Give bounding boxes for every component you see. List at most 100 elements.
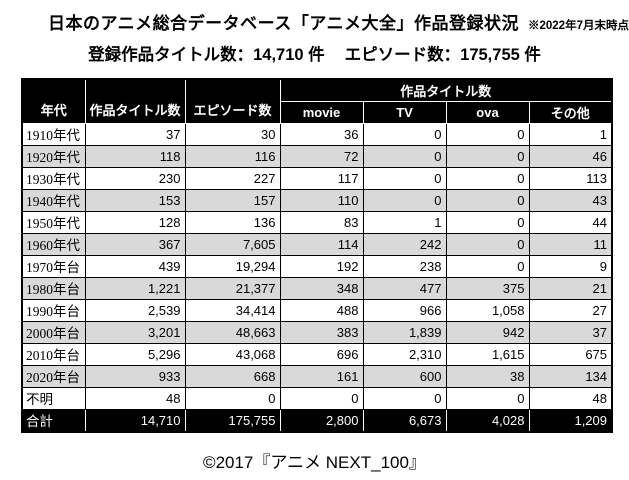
value-cell: 675 <box>528 342 613 366</box>
title-note: ※2022年7月末時点 <box>527 20 629 32</box>
era-cell: 不明 <box>21 386 86 410</box>
value-cell: 367 <box>84 232 186 256</box>
total-tv: 6,673 <box>362 408 447 433</box>
value-cell: 48 <box>84 386 186 410</box>
value-cell: 1 <box>362 210 447 234</box>
value-cell: 375 <box>445 276 530 300</box>
value-cell: 0 <box>445 386 530 410</box>
era-cell: 2020年台 <box>21 364 86 388</box>
value-cell: 192 <box>279 254 364 278</box>
value-cell: 83 <box>279 210 364 234</box>
value-cell: 46 <box>528 144 613 168</box>
value-cell: 114 <box>279 232 364 256</box>
value-cell: 27 <box>528 298 613 322</box>
era-cell: 1940年代 <box>21 188 86 212</box>
value-cell: 0 <box>362 188 447 212</box>
value-cell: 0 <box>362 386 447 410</box>
value-cell: 488 <box>279 298 364 322</box>
total-ova: 4,028 <box>445 408 530 433</box>
value-cell: 0 <box>362 166 447 190</box>
table-row: 1910年代 37 30 36 0 0 1 <box>21 122 613 146</box>
value-cell: 230 <box>84 166 186 190</box>
era-cell: 1920年代 <box>21 144 86 168</box>
value-cell: 0 <box>445 188 530 212</box>
header-era: 年代 <box>21 78 86 124</box>
footer-credit: ©2017『アニメ NEXT_100』 <box>203 453 426 472</box>
table-row: 2000年台 3,201 48,663 383 1,839 942 37 <box>21 320 613 344</box>
header-ova: ova <box>445 100 530 124</box>
table-row: 1920年代 118 116 72 0 0 46 <box>21 144 613 168</box>
era-cell: 1990年台 <box>21 298 86 322</box>
value-cell: 0 <box>279 386 364 410</box>
value-cell: 43 <box>528 188 613 212</box>
value-cell: 0 <box>445 144 530 168</box>
table-row: 1980年台 1,221 21,377 348 477 375 21 <box>21 276 613 300</box>
total-row: 合計 14,710 175,755 2,800 6,673 4,028 1,20… <box>21 408 613 433</box>
table-row: 1960年代 367 7,605 114 242 0 11 <box>21 232 613 256</box>
header-episode-count: エピソード数 <box>184 78 281 124</box>
value-cell: 0 <box>445 166 530 190</box>
header-other: その他 <box>528 100 613 124</box>
value-cell: 0 <box>362 144 447 168</box>
value-cell: 34,414 <box>184 298 281 322</box>
value-cell: 0 <box>184 386 281 410</box>
value-cell: 21 <box>528 276 613 300</box>
value-cell: 348 <box>279 276 364 300</box>
value-cell: 942 <box>445 320 530 344</box>
value-cell: 153 <box>84 188 186 212</box>
header-title-count: 作品タイトル数 <box>84 78 186 124</box>
total-title-count: 14,710 <box>84 408 186 433</box>
value-cell: 933 <box>84 364 186 388</box>
value-cell: 696 <box>279 342 364 366</box>
value-cell: 48,663 <box>184 320 281 344</box>
value-cell: 0 <box>445 254 530 278</box>
value-cell: 242 <box>362 232 447 256</box>
value-cell: 1,058 <box>445 298 530 322</box>
stats-table: 年代 作品タイトル数 エピソード数 作品タイトル数 movie TV ova そ… <box>21 78 614 433</box>
value-cell: 36 <box>279 122 364 146</box>
value-cell: 383 <box>279 320 364 344</box>
table-body: 1910年代 37 30 36 0 0 1 1920年代 118 116 72 0 0 46 1930年代 2… <box>21 122 613 410</box>
total-movie: 2,800 <box>279 408 364 433</box>
value-cell: 0 <box>362 122 447 146</box>
value-cell: 1,839 <box>362 320 447 344</box>
value-cell: 668 <box>184 364 281 388</box>
table-row: 1970年台 439 19,294 192 238 0 9 <box>21 254 613 278</box>
value-cell: 72 <box>279 144 364 168</box>
value-cell: 110 <box>279 188 364 212</box>
value-cell: 227 <box>184 166 281 190</box>
era-cell: 2000年台 <box>21 320 86 344</box>
value-cell: 113 <box>528 166 613 190</box>
value-cell: 43,068 <box>184 342 281 366</box>
table-row: 不明 48 0 0 0 0 48 <box>21 386 613 410</box>
table-row: 1940年代 153 157 110 0 0 43 <box>21 188 613 212</box>
table-row: 2020年台 933 668 161 600 38 134 <box>21 364 613 388</box>
value-cell: 600 <box>362 364 447 388</box>
value-cell: 161 <box>279 364 364 388</box>
value-cell: 3,201 <box>84 320 186 344</box>
subtitle-title-count: 登録作品タイトル数：14,710 件 <box>88 46 325 64</box>
era-cell: 1960年代 <box>21 232 86 256</box>
value-cell: 2,310 <box>362 342 447 366</box>
value-cell: 238 <box>362 254 447 278</box>
value-cell: 116 <box>184 144 281 168</box>
era-cell: 2010年台 <box>21 342 86 366</box>
value-cell: 477 <box>362 276 447 300</box>
value-cell: 136 <box>184 210 281 234</box>
value-cell: 1,221 <box>84 276 186 300</box>
title-line: 日本のアニメ総合データベース「アニメ大全」作品登録状況 ※2022年7月末時点 <box>0 9 629 34</box>
table-row: 1950年代 128 136 83 1 0 44 <box>21 210 613 234</box>
era-cell: 1910年代 <box>21 122 86 146</box>
value-cell: 19,294 <box>184 254 281 278</box>
value-cell: 0 <box>445 122 530 146</box>
value-cell: 439 <box>84 254 186 278</box>
value-cell: 128 <box>84 210 186 234</box>
value-cell: 1 <box>528 122 613 146</box>
era-cell: 1930年代 <box>21 166 86 190</box>
value-cell: 9 <box>528 254 613 278</box>
value-cell: 37 <box>528 320 613 344</box>
value-cell: 21,377 <box>184 276 281 300</box>
value-cell: 0 <box>445 210 530 234</box>
total-other: 1,209 <box>528 408 613 433</box>
value-cell: 117 <box>279 166 364 190</box>
